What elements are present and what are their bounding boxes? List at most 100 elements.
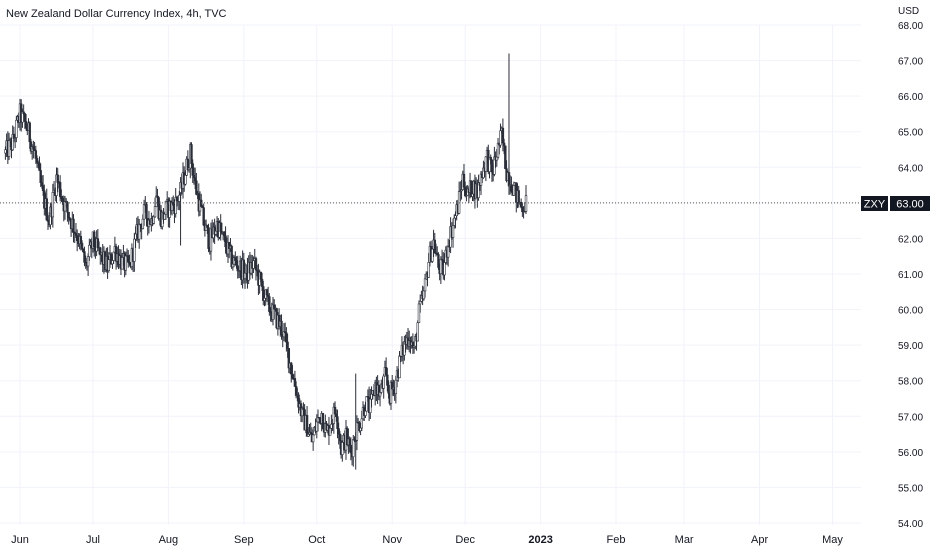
candle-body (195, 180, 198, 195)
candle-body (431, 248, 434, 262)
candle-body (127, 255, 130, 263)
candle-body (193, 177, 197, 182)
candle-body (446, 246, 450, 258)
candle-body (145, 204, 148, 219)
candle-body (192, 175, 196, 178)
y-tick-label: 56.00 (898, 448, 923, 459)
candle-body (510, 184, 513, 192)
candle-body (369, 398, 372, 414)
candle-body (80, 242, 84, 250)
candle-body (265, 289, 269, 296)
candle-body (231, 263, 235, 268)
candle-body (336, 416, 339, 429)
x-tick-label: Aug (159, 534, 179, 546)
candle-body (184, 174, 187, 185)
candle-body (15, 119, 18, 138)
candle-body (260, 279, 264, 287)
candle-body (234, 257, 237, 261)
candle-body (360, 418, 364, 429)
candle-body (219, 222, 222, 232)
candle-body (172, 202, 175, 206)
candle-body (293, 378, 297, 387)
chart-title: New Zealand Dollar Currency Index, 4h, T… (6, 8, 227, 20)
candle-body (112, 251, 115, 261)
x-tick-label: Apr (751, 534, 768, 546)
candle-body (224, 235, 227, 248)
candle-body (484, 156, 488, 172)
candle-body (382, 375, 385, 389)
candle-body (321, 413, 325, 430)
candle-body (190, 144, 193, 164)
candle-body (35, 158, 39, 163)
y-tick-label: 64.00 (898, 163, 923, 174)
x-tick-label: Jun (11, 534, 29, 546)
candle-body (40, 182, 44, 186)
candle-body (63, 201, 67, 212)
candle-body (365, 396, 368, 412)
candle-body (107, 259, 110, 271)
candle-body (349, 444, 353, 454)
candle-body (417, 303, 421, 324)
candle-body (133, 238, 136, 262)
candle-body (268, 296, 271, 312)
x-axis[interactable]: Jun Jul Aug Sep Oct Nov Dec 2023 Feb Mar Apr May (11, 534, 843, 546)
grid-lines (0, 24, 861, 525)
candle-body (259, 271, 263, 280)
candle-body (111, 260, 114, 265)
candle-body (512, 185, 516, 196)
candle-body (504, 145, 507, 169)
candle-body (153, 206, 157, 218)
candle-body (21, 111, 24, 123)
candle-body (41, 185, 45, 191)
candle-body (51, 192, 55, 218)
candle-body (453, 217, 456, 226)
x-tick-label: Nov (382, 534, 402, 546)
candle-body (34, 150, 38, 159)
candle-body (294, 386, 298, 396)
x-tick-label: May (822, 534, 843, 546)
candle-body (335, 413, 338, 418)
y-tick-label: 68.00 (898, 21, 923, 32)
candle-body (124, 255, 128, 271)
candle-body (134, 233, 137, 240)
candle-body (338, 433, 342, 442)
candle-body (462, 173, 466, 188)
candle-body (341, 442, 344, 455)
candle-body (348, 438, 351, 446)
candle-body (99, 247, 102, 256)
candle-body (243, 272, 247, 279)
candle-body (152, 216, 156, 224)
candle-body (141, 218, 145, 230)
candle-body (236, 265, 239, 272)
candle-body (45, 198, 48, 221)
x-tick-label: Feb (607, 534, 626, 546)
y-tick-label: 58.00 (898, 377, 923, 388)
candle-body (206, 224, 209, 228)
candle-body (175, 197, 179, 201)
candle-body (422, 290, 426, 300)
candle-body (178, 194, 181, 202)
candle-body (423, 278, 427, 292)
candle-body (230, 245, 233, 268)
candle-body (67, 211, 70, 219)
candle-body (519, 201, 523, 208)
y-axis[interactable]: 54.00 55.00 56.00 57.00 58.00 59.00 60.00 61.00… (898, 21, 923, 530)
candle-body (386, 374, 389, 386)
candle-body (83, 251, 86, 263)
candle-body (305, 415, 309, 437)
candle-body (223, 232, 226, 237)
candle-body (463, 186, 467, 197)
y-tick-label: 57.00 (898, 412, 923, 423)
y-tick-label: 54.00 (898, 519, 923, 530)
candle-body (138, 223, 141, 240)
candle-body (355, 422, 359, 441)
candle-body (427, 261, 430, 278)
symbol-badge: ZXY (861, 196, 888, 211)
candle-body (96, 238, 100, 249)
currency-label: USD (898, 6, 919, 17)
candle-body (262, 286, 265, 301)
candle-body (501, 127, 505, 144)
candle-body (490, 159, 494, 173)
candles-layer (4, 53, 528, 470)
